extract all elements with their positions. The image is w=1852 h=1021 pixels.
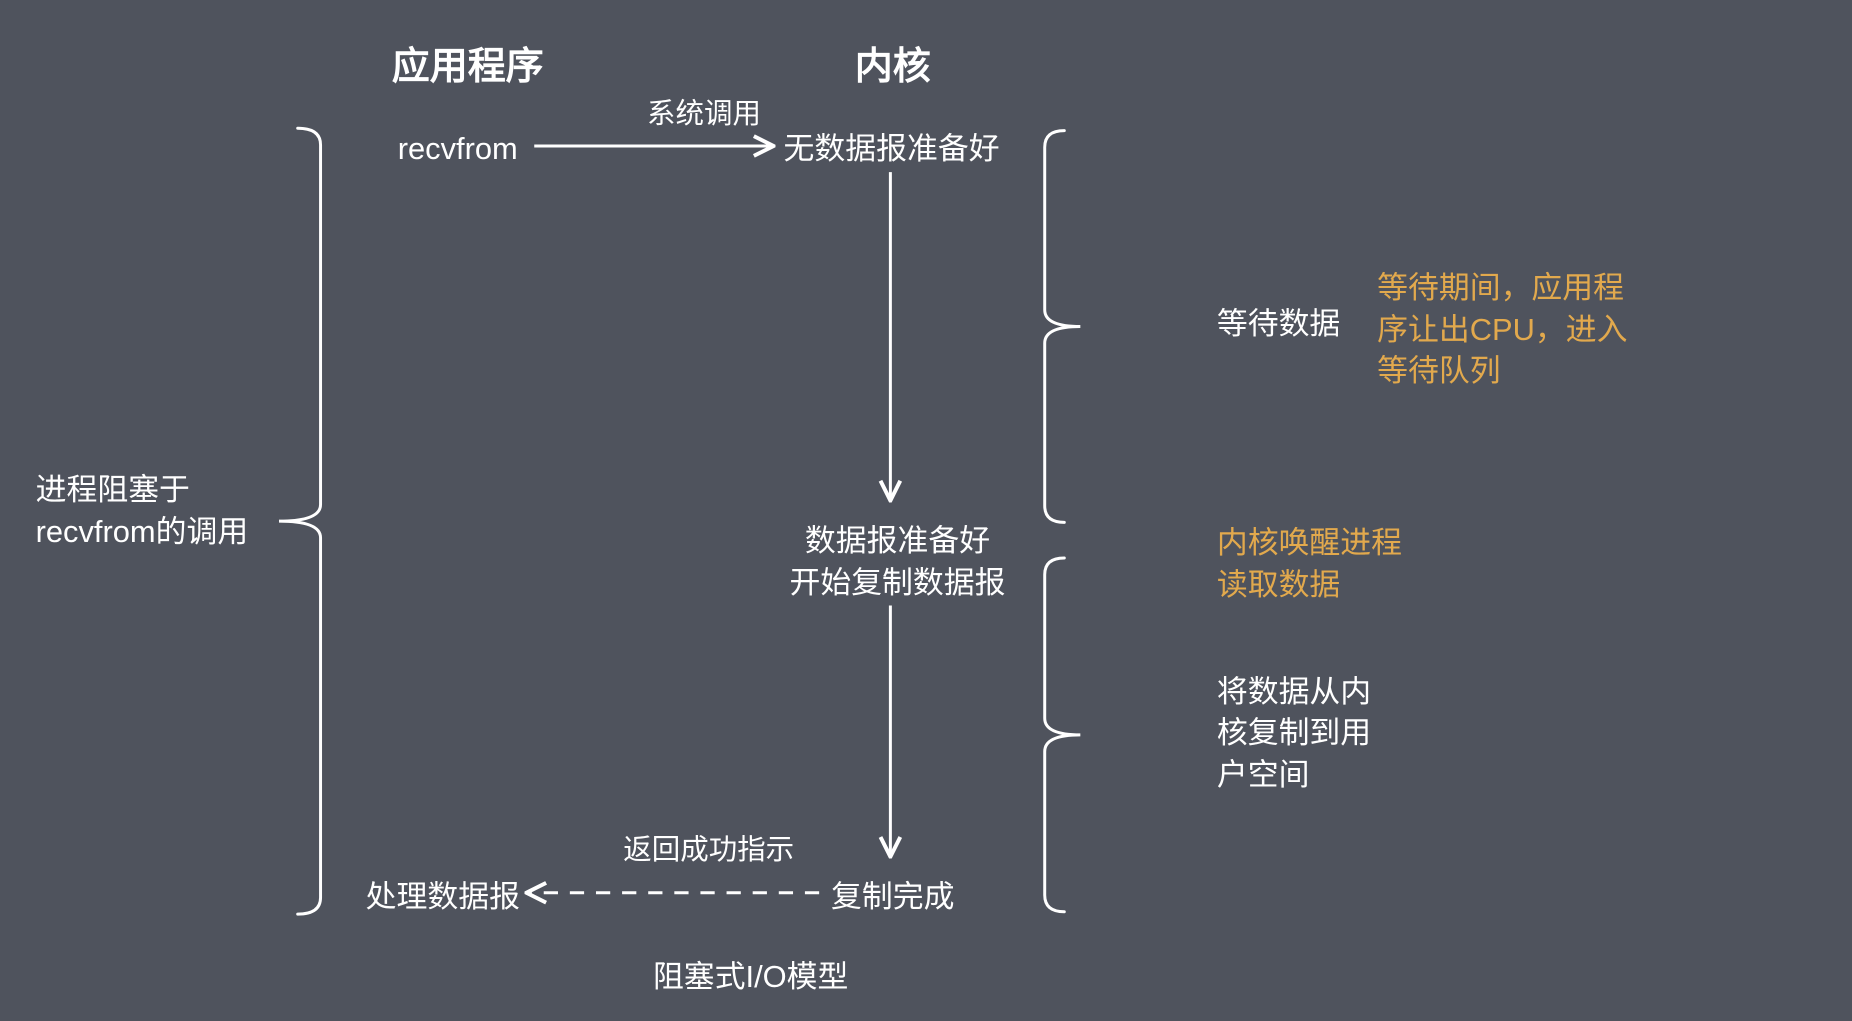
- brace-right-wait: [1045, 131, 1081, 523]
- io-model-diagram: 应用程序内核进程阻塞于 recvfrom的调用recvfrom无数据报准备好数据…: [0, 0, 1852, 1021]
- brace-right-copy: [1045, 558, 1081, 912]
- brace-left: [279, 128, 321, 914]
- diagram-svg: [0, 0, 1852, 1021]
